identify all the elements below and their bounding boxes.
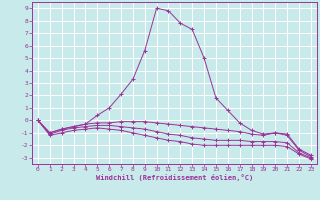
X-axis label: Windchill (Refroidissement éolien,°C): Windchill (Refroidissement éolien,°C) (96, 174, 253, 181)
